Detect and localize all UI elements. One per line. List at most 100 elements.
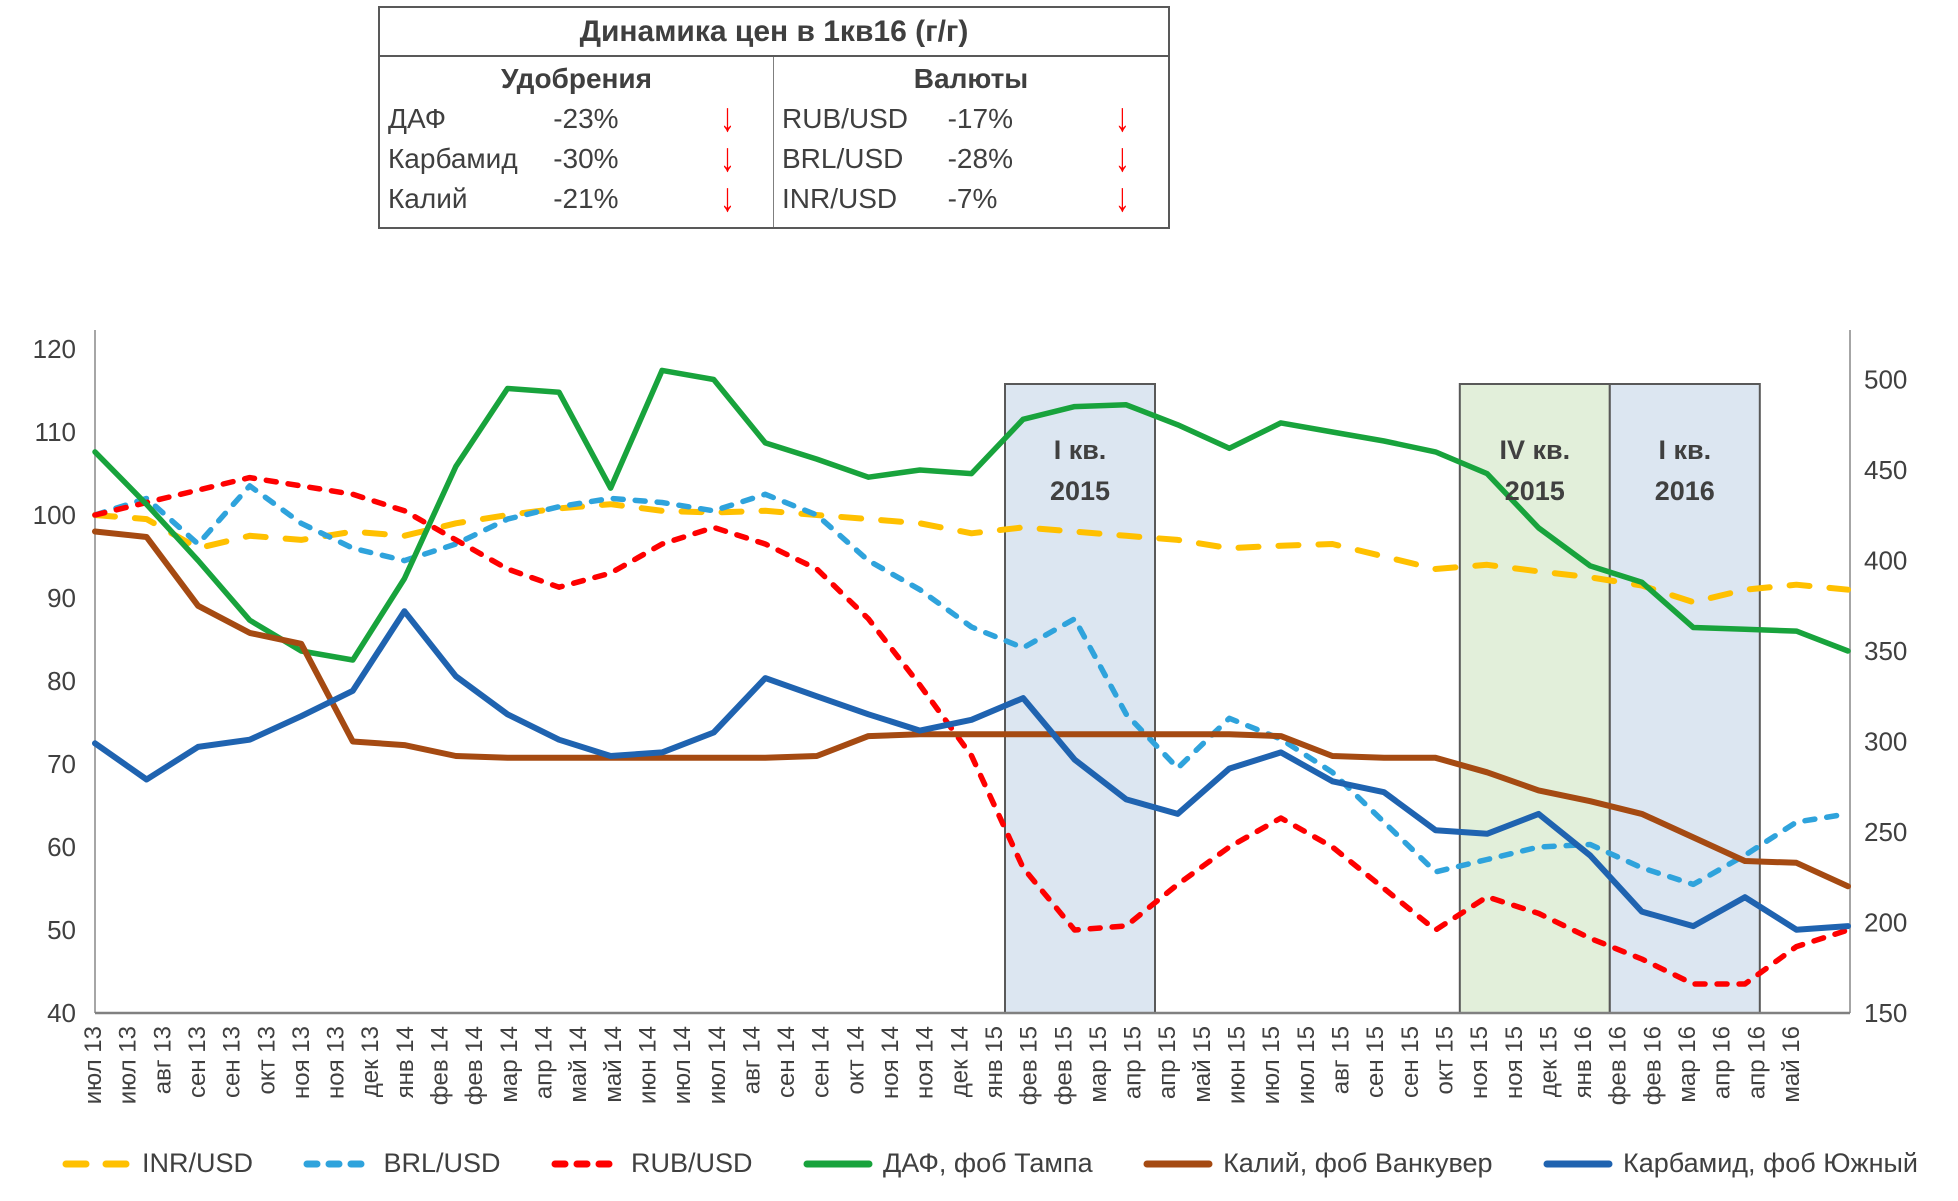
legend-item: RUB/USD: [551, 1148, 753, 1179]
x-axis-tick: янв 15: [981, 1026, 1008, 1098]
region-label: 2015: [1505, 476, 1565, 506]
x-axis-tick: июл 13: [80, 1026, 107, 1104]
left-axis-tick: 100: [33, 500, 76, 530]
legend-label: Калий, фоб Ванкувер: [1223, 1148, 1493, 1178]
x-axis-tick: фев 14: [427, 1026, 454, 1105]
x-axis-tick: апр 15: [1120, 1026, 1147, 1099]
x-axis-tick: ноя 15: [1466, 1026, 1493, 1099]
currency-name: RUB/USD: [782, 103, 909, 134]
x-axis-tick: дек 13: [357, 1026, 384, 1097]
series-line: [92, 608, 1851, 933]
left-axis-tick: 110: [35, 417, 76, 447]
region-label: I кв.: [1658, 435, 1711, 465]
series-line: [92, 528, 1851, 890]
currencies-column: Валюты RUB/USD -17% ↓ BRL/USD -28% ↓ INR…: [774, 57, 1168, 227]
x-axis-tick: июл 14: [669, 1026, 696, 1104]
x-axis-tick: авг 13: [149, 1026, 176, 1094]
summary-table: Динамика цен в 1кв16 (г/г) Удобрения ДАФ…: [378, 6, 1170, 229]
x-axis-tick: ноя 13: [288, 1026, 315, 1099]
legend-label: BRL/USD: [383, 1148, 501, 1178]
left-axis-tick: 60: [47, 832, 76, 862]
x-axis-tick: фев 15: [1016, 1026, 1043, 1105]
region-label: IV кв.: [1499, 435, 1570, 465]
right-axis-tick: 200: [1864, 908, 1907, 938]
legend-label: RUB/USD: [630, 1148, 753, 1178]
legend-item: INR/USD: [62, 1148, 253, 1179]
x-axis-tick: мар 16: [1674, 1026, 1701, 1103]
x-axis-tick: май 15: [1189, 1026, 1216, 1103]
table-row: ДАФ -23% ↓: [380, 96, 773, 141]
currency-change: -7%: [947, 183, 998, 214]
currency-name: BRL/USD: [782, 143, 904, 174]
legend-swatch: [1543, 1160, 1613, 1167]
down-arrow-icon: ↓: [720, 176, 736, 221]
x-axis-tick: апр 16: [1743, 1026, 1770, 1099]
legend-swatch: [62, 1160, 132, 1167]
x-axis-tick: июн 14: [634, 1026, 661, 1104]
highlight-region: [1458, 383, 1611, 1014]
x-axis-tick: июл 15: [1258, 1026, 1285, 1104]
x-axis-tick: апр 14: [531, 1026, 558, 1099]
x-axis-tick: июл 15: [1293, 1026, 1320, 1104]
x-axis-tick: ноя 14: [877, 1026, 904, 1099]
left-axis-tick: 120: [33, 334, 76, 364]
x-axis-tick: июл 14: [704, 1026, 731, 1104]
left-axis-tick: 90: [47, 583, 76, 613]
legend-item: ДАФ, фоб Тампа: [803, 1148, 1093, 1179]
x-axis-tick: окт 15: [1432, 1026, 1459, 1094]
x-axis-tick: сен 13: [184, 1026, 211, 1098]
currency-change: -17%: [947, 103, 1013, 134]
fertilizer-change: -21%: [553, 183, 619, 214]
x-axis-tick: мар 14: [496, 1026, 523, 1103]
fertilizers-header: Удобрения: [501, 63, 652, 94]
left-axis-tick: 40: [47, 998, 76, 1028]
x-axis-tick: апр 15: [1154, 1026, 1181, 1099]
x-axis-tick: сен 15: [1362, 1026, 1389, 1098]
fertilizer-change: -23%: [553, 103, 619, 134]
right-axis-tick: 400: [1864, 546, 1907, 576]
x-axis-tick: янв 14: [392, 1026, 419, 1098]
left-axis-tick: 80: [47, 666, 76, 696]
x-axis-tick: авг 14: [738, 1026, 765, 1094]
fertilizer-name: ДАФ: [388, 103, 446, 134]
table-row: Калий -21% ↓: [380, 176, 773, 221]
legend-label: ДАФ, фоб Тампа: [882, 1148, 1093, 1178]
region-label: 2015: [1050, 476, 1110, 506]
x-axis-tick: апр 16: [1709, 1026, 1736, 1099]
right-axis-tick: 150: [1864, 998, 1907, 1028]
x-axis-tick: фев 16: [1605, 1026, 1632, 1105]
right-axis-tick: 300: [1864, 727, 1907, 757]
series-line: [92, 483, 1851, 888]
summary-table-body: Удобрения ДАФ -23% ↓ Карбамид -30% ↓ Кал…: [380, 57, 1168, 227]
x-axis-tick: янв 16: [1570, 1026, 1597, 1098]
x-axis-tick: сен 14: [773, 1026, 800, 1098]
x-axis-tick: июн 15: [1224, 1026, 1251, 1104]
x-axis-tick: сен 14: [808, 1026, 835, 1098]
highlight-region: [1004, 383, 1156, 1014]
legend-item: Калий, фоб Ванкувер: [1143, 1148, 1493, 1179]
chart-legend: INR/USD BRL/USD RUB/USD ДАФ, фоб Тампа Калий…: [62, 1148, 1918, 1179]
currency-change: -28%: [947, 143, 1013, 174]
x-axis-tick: авг 15: [1328, 1026, 1355, 1094]
region-label: I кв.: [1054, 435, 1107, 465]
left-axis-tick: 50: [47, 915, 76, 945]
series-line: [92, 367, 1851, 663]
series-line: [92, 501, 1851, 606]
summary-table-title: Динамика цен в 1кв16 (г/г): [380, 8, 1168, 57]
table-row: RUB/USD -17% ↓: [774, 98, 1168, 139]
legend-label: Карбамид, фоб Южный: [1623, 1148, 1918, 1178]
x-axis-tick: фев 15: [1050, 1026, 1077, 1105]
legend-item: BRL/USD: [303, 1148, 501, 1179]
down-arrow-icon: ↓: [720, 96, 736, 141]
x-axis-tick: ноя 15: [1501, 1026, 1528, 1099]
fertilizer-name: Карбамид: [388, 143, 518, 174]
series-line: [92, 474, 1851, 987]
fertilizer-change: -30%: [553, 143, 619, 174]
x-axis-tick: ноя 13: [323, 1026, 350, 1099]
fertilizer-name: Калий: [388, 183, 468, 214]
x-axis-tick: сен 13: [219, 1026, 246, 1098]
down-arrow-icon: ↓: [1114, 176, 1130, 221]
x-axis-tick: сен 15: [1397, 1026, 1424, 1098]
right-axis-tick: 450: [1864, 455, 1907, 485]
